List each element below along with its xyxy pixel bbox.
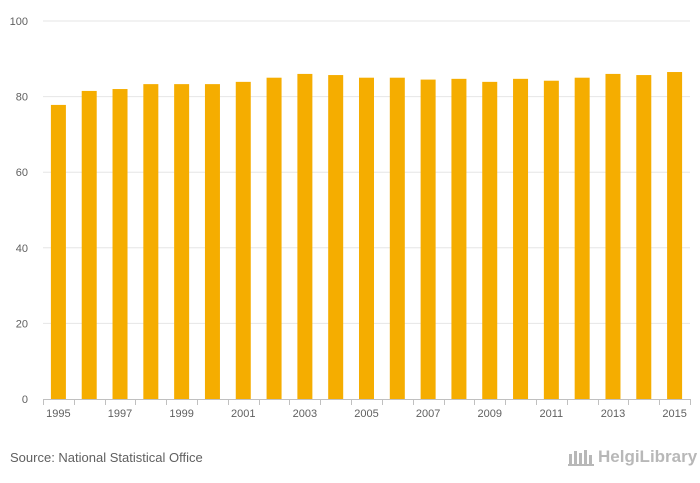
bar-2005 bbox=[359, 77, 374, 399]
bar-2004 bbox=[328, 75, 344, 399]
y-tick-label: 80 bbox=[16, 92, 28, 104]
bar-chart: 0 20 40 60 80 100 1995 1997 1999 2001 2003 2005 200… bbox=[10, 16, 691, 420]
x-tick-label: 2007 bbox=[416, 408, 440, 420]
x-tick-label: 2005 bbox=[354, 408, 378, 420]
y-tick-label: 60 bbox=[16, 167, 28, 179]
library-logo-icon bbox=[568, 450, 594, 466]
x-tick-label: 2003 bbox=[293, 408, 317, 420]
bar-2002 bbox=[266, 77, 282, 399]
bar-2007 bbox=[420, 79, 436, 399]
source-note: Source: National Statistical Office bbox=[10, 450, 203, 465]
bar-2012 bbox=[574, 77, 590, 399]
y-tick-label: 40 bbox=[16, 243, 28, 255]
x-axis: 1995 1997 1999 2001 2003 2005 2007 2009 2011 2013… bbox=[43, 399, 691, 420]
x-tick-label: 2013 bbox=[601, 408, 625, 420]
x-tick-label: 1997 bbox=[108, 408, 132, 420]
y-tick-label: 0 bbox=[22, 394, 28, 406]
bar-2014 bbox=[636, 75, 652, 399]
bar-2006 bbox=[389, 77, 405, 399]
bar-2000 bbox=[204, 84, 220, 399]
bar-2003 bbox=[297, 73, 313, 400]
y-tick-label: 100 bbox=[10, 16, 28, 28]
bar-2015 bbox=[667, 72, 683, 399]
bar-series bbox=[50, 72, 683, 400]
bar-1998 bbox=[143, 84, 159, 399]
brand-name: HelgiLibrary bbox=[598, 447, 698, 466]
y-tick-label: 20 bbox=[16, 318, 28, 330]
x-tick-label: 1999 bbox=[169, 408, 193, 420]
bar-1999 bbox=[174, 84, 190, 399]
bar-1997 bbox=[112, 89, 128, 399]
x-tick-label: 2015 bbox=[662, 408, 686, 420]
x-tick-label: 1995 bbox=[46, 408, 70, 420]
bar-2001 bbox=[235, 81, 251, 399]
x-tick-label: 2001 bbox=[231, 408, 255, 420]
brand-logo: HelgiLibrary bbox=[568, 447, 697, 467]
bar-2013 bbox=[605, 73, 621, 400]
bar-2008 bbox=[451, 78, 467, 400]
bar-2010 bbox=[513, 78, 529, 400]
x-tick-label: 2011 bbox=[540, 408, 564, 420]
bar-1995 bbox=[50, 104, 66, 399]
bar-2011 bbox=[543, 80, 559, 399]
bar-1996 bbox=[81, 90, 97, 400]
y-axis-ticks: 0 20 40 60 80 100 bbox=[10, 16, 28, 406]
bar-2009 bbox=[482, 81, 498, 399]
x-tick-label: 2009 bbox=[477, 408, 501, 420]
